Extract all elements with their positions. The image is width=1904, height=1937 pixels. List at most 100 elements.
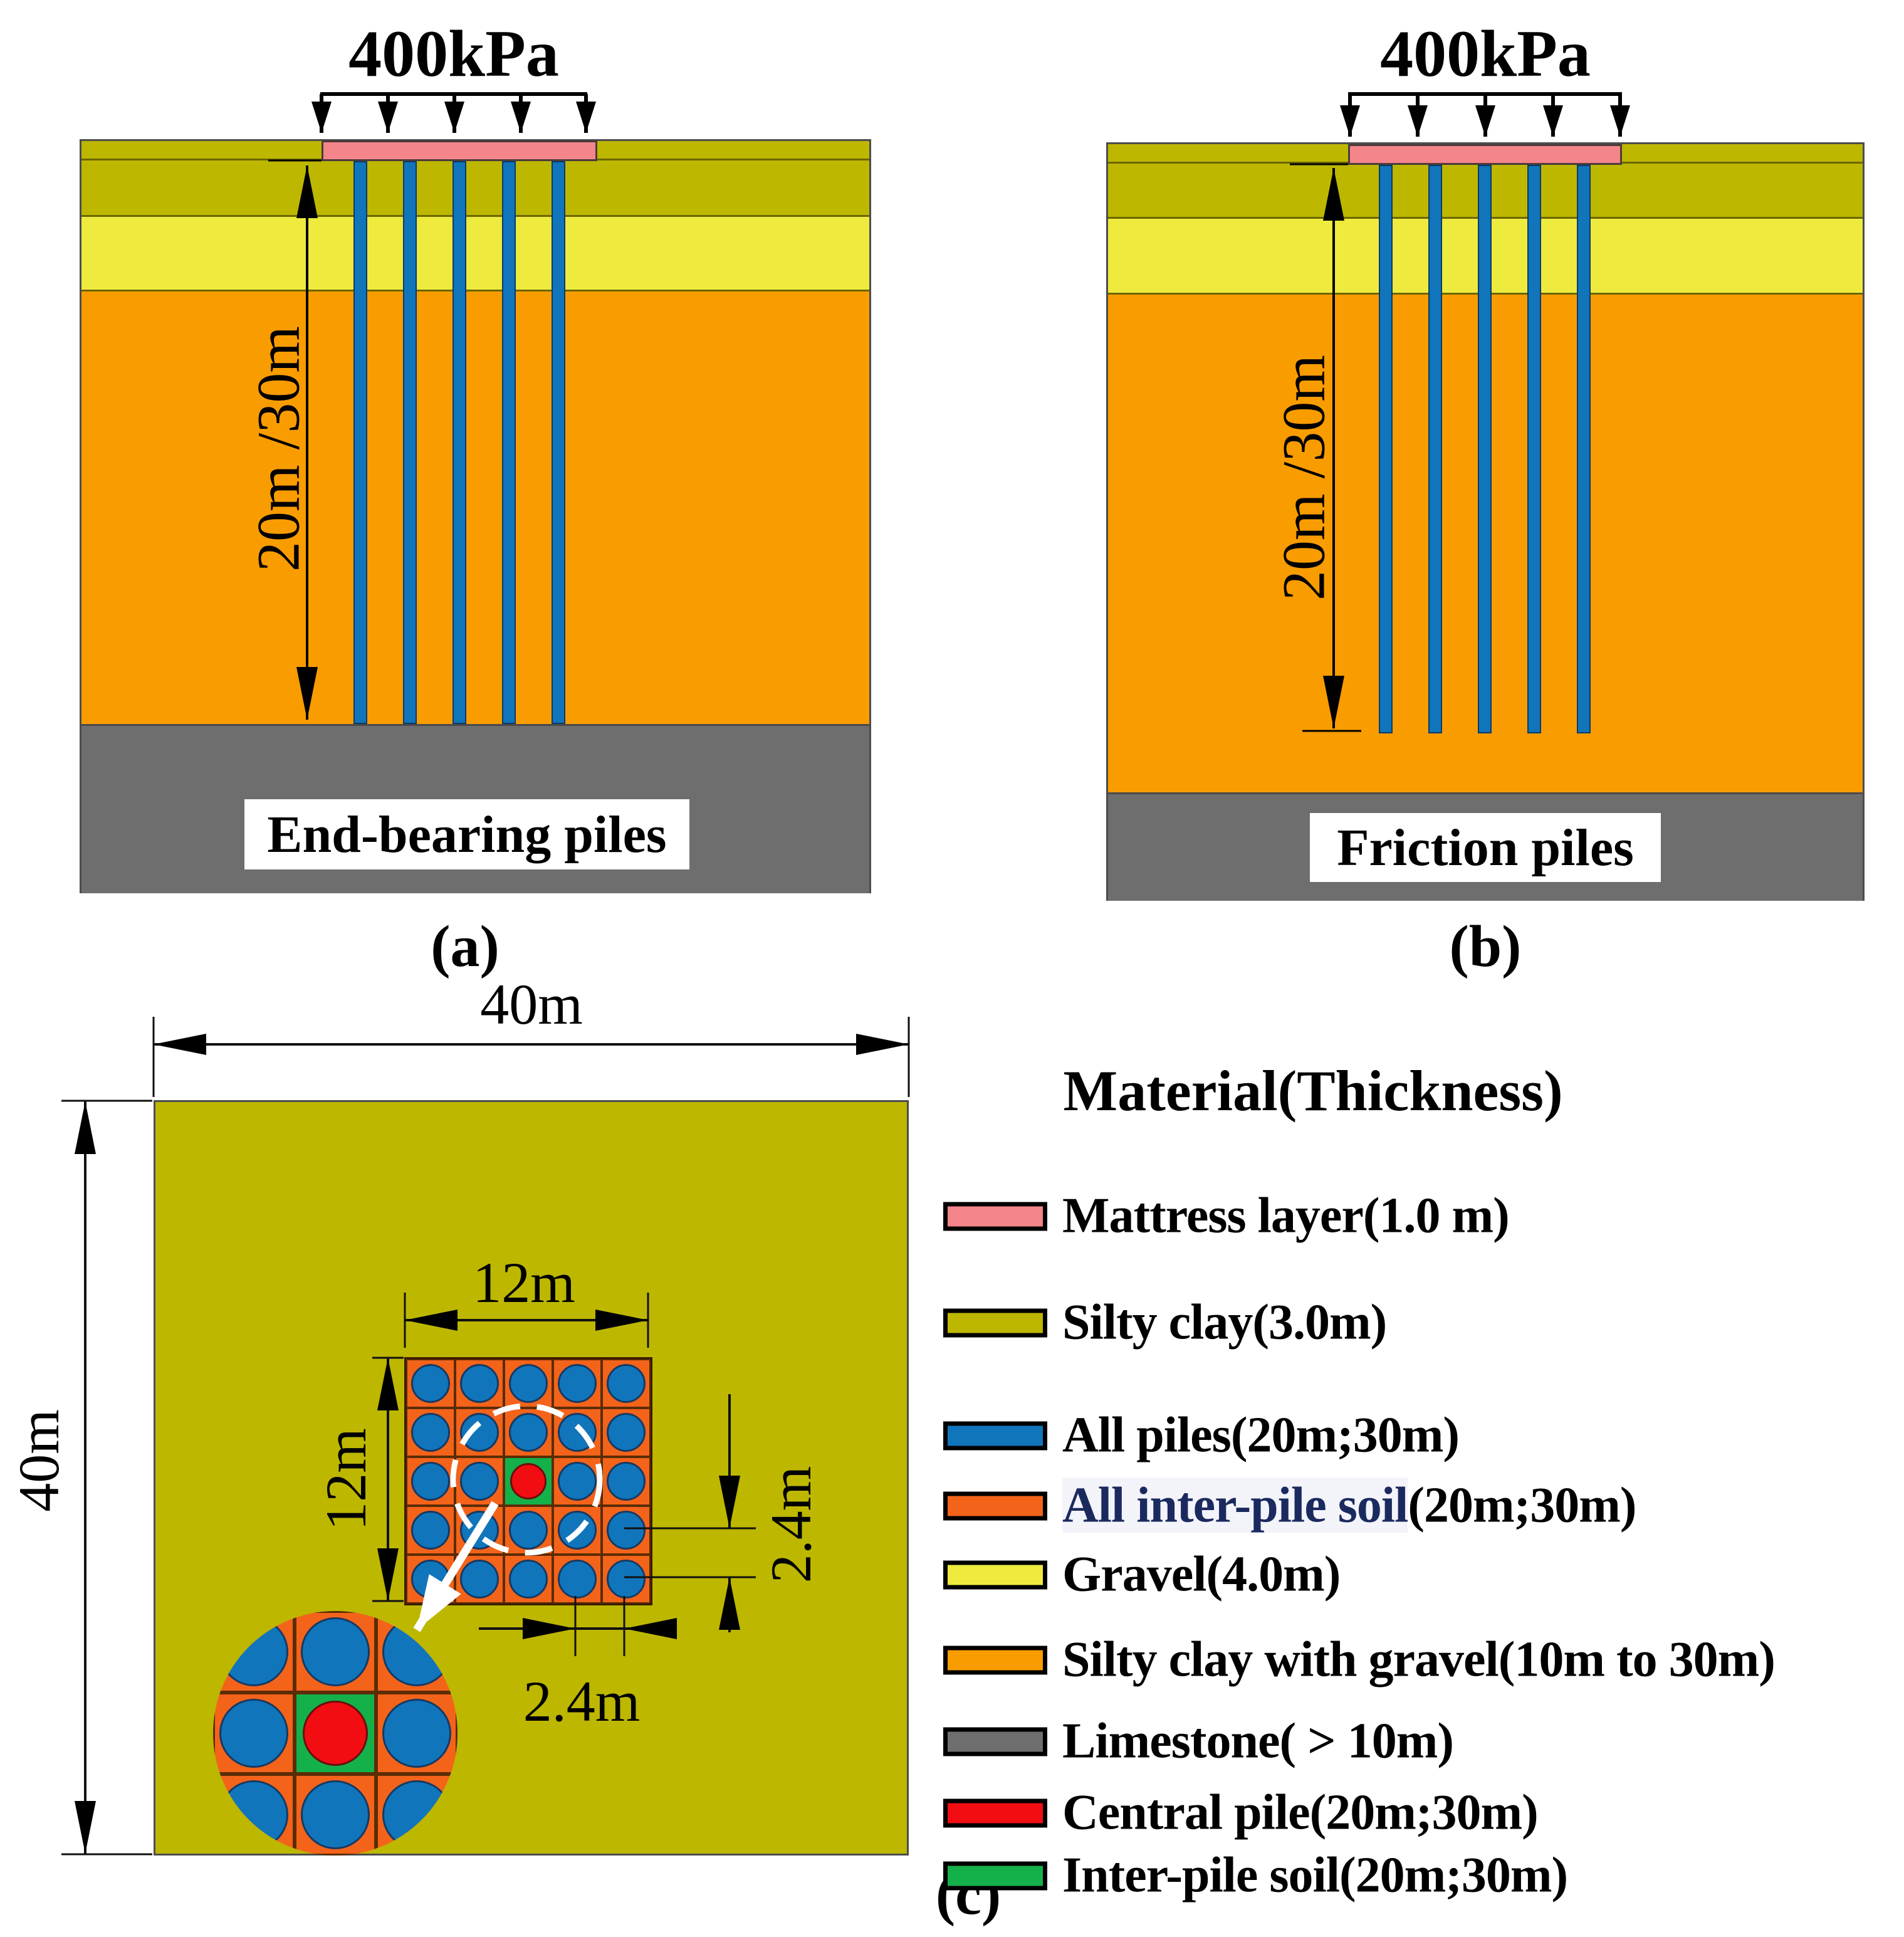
pile-a-1	[353, 161, 367, 724]
pile-a-2	[403, 161, 417, 724]
legend-label: Silty clay(3.0m)	[1062, 1294, 1387, 1350]
mattress-swatch	[943, 1202, 1047, 1231]
pile-icon	[411, 1511, 450, 1550]
inter-pile-soil-cell	[376, 1693, 458, 1774]
inter-pile-soil-cell	[406, 1359, 455, 1408]
legend-label-suffix: (20m;30m)	[1408, 1478, 1636, 1533]
caption-a: (a)	[431, 914, 500, 979]
legend-item-central-pile: Central pile(20m;30m)	[943, 1785, 1539, 1842]
pile-icon	[411, 1413, 450, 1452]
all-piles-swatch	[943, 1421, 1047, 1450]
limestone-swatch	[943, 1727, 1047, 1756]
inter-pile-soil-cell	[553, 1506, 602, 1555]
legend-label: All inter-pile soil(20m;30m)	[1062, 1478, 1637, 1535]
depth-label-a: 20m /30m	[244, 325, 312, 572]
legend-item-inter-pile-soil: Inter-pile soil(20m;30m)	[943, 1847, 1568, 1904]
inter-pile-soil-cell	[455, 1457, 504, 1506]
inter-pile-soil-cell	[553, 1457, 602, 1506]
silty-clay-swatch	[943, 1308, 1047, 1337]
inter-pile-soil-cell	[553, 1359, 602, 1408]
pile-icon	[607, 1560, 646, 1598]
legend-label: Central pile(20m;30m)	[1062, 1785, 1539, 1840]
inter-pile-soil-cell-central	[504, 1457, 553, 1506]
pile-b-5	[1577, 165, 1591, 733]
mattress-layer-a	[322, 140, 597, 161]
gravel-swatch	[943, 1560, 1047, 1589]
inter-pile-soil-cell	[602, 1457, 651, 1506]
pile-icon	[509, 1413, 548, 1452]
pile-icon	[460, 1462, 499, 1501]
inter-pile-soil-cell	[602, 1408, 651, 1457]
legend-item-gravel: Gravel(4.0m)	[943, 1546, 1341, 1604]
domain-width-label: 40m	[480, 972, 583, 1036]
load-arrows-b	[1340, 92, 1630, 137]
legend-label: Limestone( > 10m)	[1062, 1713, 1454, 1769]
pile-icon	[607, 1413, 646, 1452]
central-pile-icon	[303, 1701, 368, 1766]
mattress-layer-b	[1348, 144, 1622, 165]
inter-pile-soil-cell	[455, 1555, 504, 1604]
pile-icon	[607, 1364, 646, 1403]
pile-icon	[382, 1699, 451, 1768]
inter-pile-soil-cell	[455, 1359, 504, 1408]
pile-icon	[411, 1364, 450, 1403]
caption-b: (b)	[1449, 914, 1522, 979]
dim-40m-left	[61, 1100, 152, 1856]
pile-icon	[558, 1462, 597, 1501]
inter-pile-soil-cell	[406, 1555, 455, 1604]
pile-icon	[460, 1511, 499, 1550]
pile-icon	[558, 1511, 597, 1550]
inter-pile-soil-cell	[553, 1408, 602, 1457]
legend-title: Material(Thickness)	[1063, 1059, 1563, 1123]
legend-label: Silty clay with gravel(10m to 30m)	[1062, 1632, 1776, 1688]
inter-pile-soil-cell	[213, 1693, 295, 1774]
legend-label: Gravel(4.0m)	[1062, 1546, 1341, 1602]
legend-item-all-piles: All piles(20m;30m)	[943, 1407, 1460, 1464]
group-height-label: 12m	[314, 1428, 378, 1531]
pile-icon	[509, 1560, 548, 1598]
legend-item-all-inter-pile-soil: All inter-pile soil(20m;30m)	[943, 1478, 1637, 1535]
pile-a-4	[502, 161, 516, 724]
inter-pile-soil-cell	[455, 1506, 504, 1555]
inter-pile-soil-cell	[295, 1774, 376, 1856]
pile-icon	[301, 1780, 370, 1849]
legend-label: Inter-pile soil(20m;30m)	[1062, 1847, 1568, 1903]
central-pile-swatch	[943, 1798, 1047, 1827]
inter-pile-soil-cell	[455, 1408, 504, 1457]
legend-item-silty-clay: Silty clay(3.0m)	[943, 1294, 1387, 1352]
legend-item-limestone: Limestone( > 10m)	[943, 1713, 1454, 1770]
pile-b-3	[1478, 165, 1492, 733]
inter-pile-soil-cell	[504, 1359, 553, 1408]
inter-pile-soil-cell	[406, 1457, 455, 1506]
pile-a-3	[452, 161, 466, 724]
pile-b-1	[1379, 165, 1393, 733]
pile-type-box-a: End-bearing piles	[244, 799, 689, 869]
pile-group-grid	[404, 1357, 652, 1605]
inter-pile-soil-cell	[504, 1408, 553, 1457]
pile-icon	[558, 1413, 597, 1452]
silty-clay-layer	[81, 159, 869, 217]
central-pile-icon	[510, 1463, 547, 1499]
legend-item-mattress-layer: Mattress layer(1.0 m)	[943, 1188, 1510, 1245]
load-arrows-a	[311, 92, 596, 133]
depth-label-b: 20m /30m	[1270, 354, 1337, 601]
inter-pile-soil-cell	[406, 1506, 455, 1555]
inter-pile-soil-cell-central	[295, 1693, 376, 1774]
pile-icon	[509, 1364, 548, 1403]
inter-pile-soil-cell	[553, 1555, 602, 1604]
pile-icon	[460, 1560, 499, 1598]
pile-icon	[411, 1560, 450, 1598]
inter-pile-soil-cell	[504, 1555, 553, 1604]
pile-b-4	[1527, 165, 1541, 733]
domain-height-label: 40m	[7, 1409, 71, 1512]
pile-a-5	[552, 161, 565, 724]
load-label-b: 400kPa	[1380, 17, 1591, 90]
group-width-label: 12m	[473, 1251, 575, 1315]
inter-pile-soil-cell	[602, 1506, 651, 1555]
pile-icon	[301, 1617, 370, 1686]
pile-icon	[558, 1364, 597, 1403]
pile-type-box-b: Friction piles	[1310, 813, 1661, 882]
pile-spacing-label-bottom: 2.4m	[523, 1669, 641, 1733]
inter-pile-soil-cell	[602, 1359, 651, 1408]
inter-pile-soil-cell	[406, 1408, 455, 1457]
